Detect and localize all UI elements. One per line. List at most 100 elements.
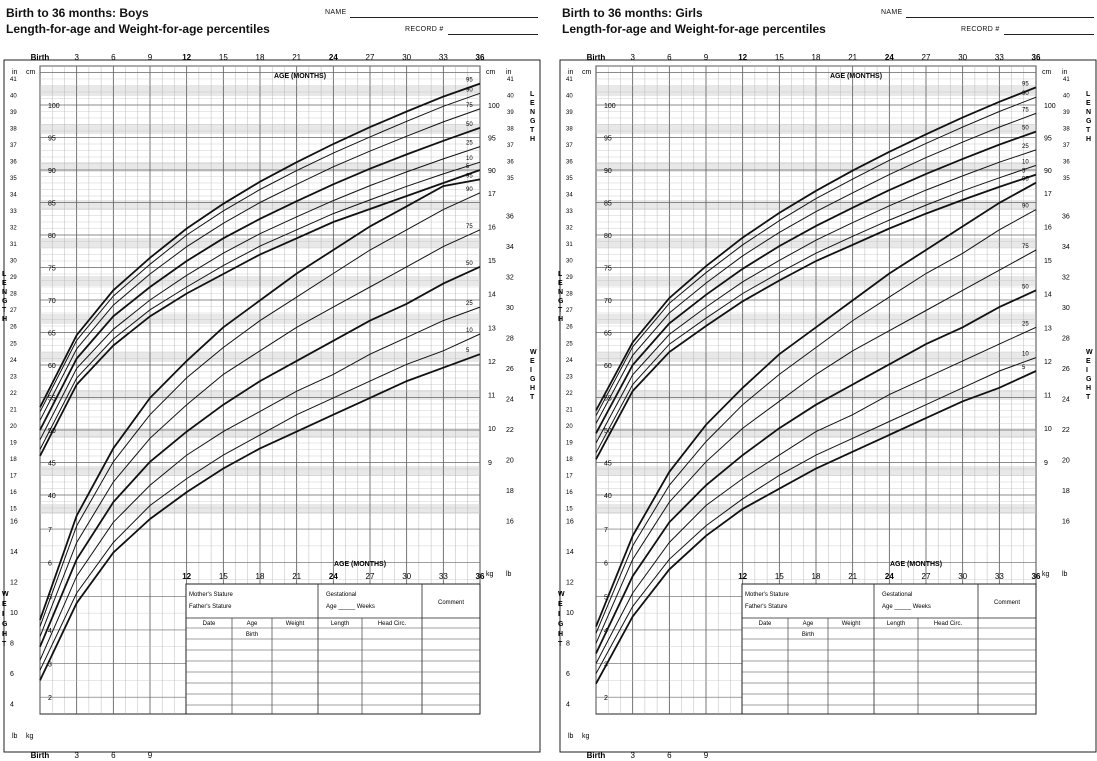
length-axis-letter: N [2,289,7,296]
gestational-label: Gestational [326,592,356,598]
x-axis-title: AGE (MONTHS) [890,561,942,568]
weight-percentile-10 [595,357,1037,674]
y-tick-label-lb: 22 [1062,427,1070,434]
weight-percentile-label: 50 [466,261,473,267]
form-column-header: Date [759,621,772,627]
y-tick-label-kg: 11 [488,393,495,400]
weight-percentile-90 [595,209,1037,634]
y-tick-label-lb: 16 [10,518,18,525]
y-tick-label-lb: 6 [566,671,570,678]
weight-percentile-label: 95 [466,173,473,179]
y-tick-label-in: 16 [10,490,17,496]
y-tick-label-in: 32 [566,226,573,232]
unit-label-in: in [12,69,18,76]
weight-axis-letter: I [530,367,532,374]
y-tick-label-in: 21 [10,407,17,413]
x-tick-label-mid: 24 [329,572,338,581]
y-tick-label-in: 17 [566,473,573,479]
y-tick-label-cm: 95 [1044,136,1052,143]
form-column-header: Date [203,621,216,627]
length-percentile-50 [39,126,481,431]
x-tick-label-mid: 27 [922,572,931,581]
x-tick-label-top: 18 [256,53,265,62]
weight-axis-letter: G [2,621,8,628]
y-tick-label-cm: 75 [48,266,56,273]
y-tick-label-lb: 6 [10,671,14,678]
y-tick-label-in: 35 [507,176,514,182]
x-tick-label-top: 21 [292,53,301,62]
name-field[interactable] [906,17,1094,18]
x-tick-label-mid: 15 [775,572,784,581]
y-tick-label-in: 39 [566,110,573,116]
y-tick-label-cm: 45 [48,461,56,468]
y-tick-label-lb: 20 [1062,457,1070,464]
page-title: Birth to 36 months: Girls [562,6,703,20]
x-tick-label-top: 3 [630,53,635,62]
record-field[interactable] [1004,34,1094,35]
unit-label-cm: cm [486,69,496,76]
y-tick-label-lb: 12 [10,579,18,586]
y-tick-label-in: 25 [10,341,17,347]
y-tick-label-in: 30 [10,259,17,265]
y-tick-label-in: 33 [10,209,17,215]
record-form [741,583,1037,715]
length-percentile-5 [39,169,481,457]
weight-axis-letter: E [1086,358,1091,365]
length-axis-letter: H [530,136,535,143]
y-tick-label-in: 22 [566,391,573,397]
x-tick-label-bottom: 9 [148,751,153,760]
y-tick-label-in: 41 [566,77,573,83]
form-column-header: Head Circ. [934,621,963,627]
y-tick-label-lb: 10 [10,610,18,617]
weight-percentile-90 [39,192,481,627]
unit-label-kg: kg [582,733,590,740]
y-tick-label-lb: 18 [1062,488,1070,495]
gestational-age-label: Age _____ Weeks [882,604,931,610]
y-tick-label-in: 37 [1063,143,1070,149]
x-tick-label-top: 3 [74,53,79,62]
y-tick-label-in: 35 [1063,176,1070,182]
y-tick-label-lb: 12 [566,579,574,586]
y-tick-label-in: 28 [566,292,573,298]
y-tick-label-in: 20 [10,424,17,430]
y-tick-label-in: 27 [10,308,17,314]
weight-axis-letter: E [530,358,535,365]
y-tick-label-lb: 34 [1062,244,1070,251]
y-tick-label-lb: 10 [566,610,574,617]
y-tick-label-kg: 10 [1044,426,1052,433]
y-tick-label-cm: 100 [488,103,500,110]
father-stature-label: Father's Stature [745,604,788,610]
y-tick-label-kg: 3 [48,662,52,669]
x-axis-title: AGE (MONTHS) [274,73,326,80]
y-tick-label-lb: 36 [1062,213,1070,220]
y-tick-label-lb: 32 [506,274,514,281]
name-field[interactable] [350,17,538,18]
y-tick-label-in: 38 [566,127,573,133]
y-tick-label-kg: 16 [488,224,496,231]
y-tick-label-in: 40 [507,94,514,100]
y-tick-label-kg: 2 [604,695,608,702]
unit-label-cm: cm [1042,69,1052,76]
weight-axis-letter: G [1086,376,1092,383]
x-tick-label-top: 15 [219,53,228,62]
length-axis-letter: E [530,100,535,107]
record-field[interactable] [448,34,538,35]
y-tick-label-in: 37 [566,143,573,149]
unit-label-cm: cm [582,69,592,76]
x-tick-label-top: 27 [922,53,931,62]
length-axis-letter: G [2,298,8,305]
boys-chart-page: Birth to 36 months: Boys Length-for-age … [0,0,548,761]
y-tick-label-in: 34 [566,193,573,199]
x-tick-label-top: Birth [587,53,606,62]
x-tick-label-mid: 21 [848,572,857,581]
x-axis-title: AGE (MONTHS) [334,561,386,568]
form-column-header: Length [331,621,349,627]
y-tick-label-lb: 24 [506,396,514,403]
mother-stature-label: Mother's Stature [745,592,789,598]
x-tick-label-bottom: 3 [630,751,635,760]
x-tick-label-mid: 36 [476,572,485,581]
y-tick-label-kg: 11 [1044,393,1051,400]
weight-axis-letter: H [1086,385,1091,392]
y-tick-label-in: 38 [10,127,17,133]
